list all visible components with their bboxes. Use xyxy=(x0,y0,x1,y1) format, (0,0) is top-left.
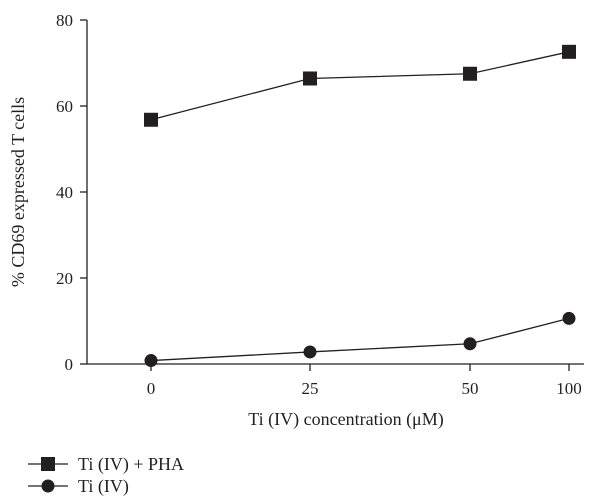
data-point-ti-iv-pha xyxy=(562,44,576,59)
series-line-ti-iv-pha xyxy=(150,51,570,121)
x-tick-label: 50 xyxy=(462,379,479,398)
legend-item-ti-iv-pha: Ti (IV) + PHA xyxy=(28,454,184,475)
data-point-ti-iv-pha xyxy=(144,112,158,127)
y-axis: 0 20 40 60 80 xyxy=(56,11,88,374)
legend-label-ti-iv-pha: Ti (IV) + PHA xyxy=(78,454,184,475)
legend-marker-ti-iv-pha xyxy=(41,457,55,471)
y-tick-label: 0 xyxy=(65,355,74,374)
y-tick-label: 80 xyxy=(56,11,73,30)
y-tick-label: 20 xyxy=(56,269,73,288)
x-tick-label: 0 xyxy=(147,379,156,398)
y-axis-title: % CD69 expressed T cells xyxy=(8,97,28,287)
series-ti-iv xyxy=(144,311,576,368)
series-ti-iv-pha xyxy=(144,44,576,127)
x-axis: 0 25 50 100 xyxy=(87,363,584,398)
series-line-ti-iv xyxy=(150,317,570,362)
data-point-ti-iv xyxy=(303,345,317,359)
x-tick-label: 25 xyxy=(302,379,319,398)
series-layer xyxy=(144,44,576,368)
y-tick-label: 60 xyxy=(56,97,73,116)
x-tick-label: 100 xyxy=(556,379,582,398)
y-tick-label: 40 xyxy=(56,183,73,202)
data-point-ti-iv xyxy=(144,354,158,368)
legend-marker-ti-iv xyxy=(41,479,55,493)
data-point-ti-iv-pha xyxy=(463,66,477,81)
data-point-ti-iv xyxy=(562,311,576,325)
data-point-ti-iv xyxy=(463,337,477,351)
legend-label-ti-iv: Ti (IV) xyxy=(78,476,129,497)
data-point-ti-iv-pha xyxy=(303,71,317,86)
legend-item-ti-iv: Ti (IV) xyxy=(28,476,129,497)
x-axis-title: Ti (IV) concentration (μM) xyxy=(248,409,443,430)
